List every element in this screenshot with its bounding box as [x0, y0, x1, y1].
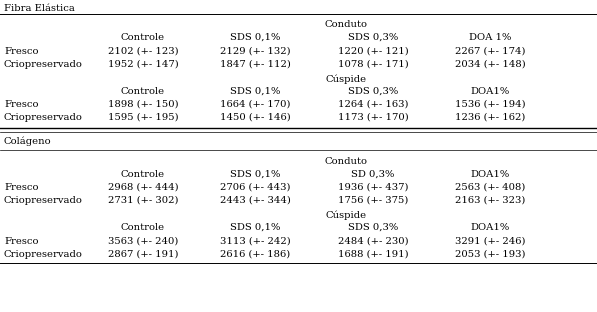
Text: 3113 (+- 242): 3113 (+- 242)	[220, 237, 290, 246]
Text: 2968 (+- 444): 2968 (+- 444)	[107, 183, 179, 192]
Text: Controle: Controle	[121, 223, 165, 232]
Text: 1688 (+- 191): 1688 (+- 191)	[338, 250, 408, 259]
Text: Criopreservado: Criopreservado	[4, 196, 83, 205]
Text: DOA1%: DOA1%	[470, 87, 510, 96]
Text: Colágeno: Colágeno	[4, 137, 51, 147]
Text: Fresco: Fresco	[4, 100, 38, 109]
Text: 1264 (+- 163): 1264 (+- 163)	[338, 100, 408, 109]
Text: Controle: Controle	[121, 87, 165, 96]
Text: Criopreservado: Criopreservado	[4, 60, 83, 69]
Text: SDS 0,3%: SDS 0,3%	[348, 87, 398, 96]
Text: Fibra Elástica: Fibra Elástica	[4, 4, 75, 13]
Text: 1898 (+- 150): 1898 (+- 150)	[107, 100, 179, 109]
Text: 2129 (+- 132): 2129 (+- 132)	[220, 47, 290, 56]
Text: 2484 (+- 230): 2484 (+- 230)	[338, 237, 408, 246]
Text: DOA1%: DOA1%	[470, 170, 510, 179]
Text: 2731 (+- 302): 2731 (+- 302)	[107, 196, 179, 205]
Text: 1952 (+- 147): 1952 (+- 147)	[107, 60, 179, 69]
Text: 1595 (+- 195): 1595 (+- 195)	[107, 113, 179, 122]
Text: 2034 (+- 148): 2034 (+- 148)	[455, 60, 525, 69]
Text: SDS 0,1%: SDS 0,1%	[230, 87, 280, 96]
Text: SD 0,3%: SD 0,3%	[351, 170, 395, 179]
Text: SDS 0,1%: SDS 0,1%	[230, 33, 280, 42]
Text: 1236 (+- 162): 1236 (+- 162)	[455, 113, 525, 122]
Text: 1220 (+- 121): 1220 (+- 121)	[338, 47, 408, 56]
Text: 3291 (+- 246): 3291 (+- 246)	[455, 237, 525, 246]
Text: SDS 0,1%: SDS 0,1%	[230, 170, 280, 179]
Text: Fresco: Fresco	[4, 237, 38, 246]
Text: 1536 (+- 194): 1536 (+- 194)	[455, 100, 525, 109]
Text: 2102 (+- 123): 2102 (+- 123)	[107, 47, 179, 56]
Text: 1664 (+- 170): 1664 (+- 170)	[220, 100, 290, 109]
Text: 1173 (+- 170): 1173 (+- 170)	[338, 113, 408, 122]
Text: 2867 (+- 191): 2867 (+- 191)	[107, 250, 179, 259]
Text: Criopreservado: Criopreservado	[4, 113, 83, 122]
Text: Controle: Controle	[121, 170, 165, 179]
Text: 2163 (+- 323): 2163 (+- 323)	[455, 196, 525, 205]
Text: Cúspide: Cúspide	[326, 210, 367, 220]
Text: 2443 (+- 344): 2443 (+- 344)	[220, 196, 290, 205]
Text: 1756 (+- 375): 1756 (+- 375)	[338, 196, 408, 205]
Text: 2706 (+- 443): 2706 (+- 443)	[220, 183, 290, 192]
Text: 2053 (+- 193): 2053 (+- 193)	[455, 250, 525, 259]
Text: 2616 (+- 186): 2616 (+- 186)	[220, 250, 290, 259]
Text: SDS 0,3%: SDS 0,3%	[348, 33, 398, 42]
Text: 3563 (+- 240): 3563 (+- 240)	[108, 237, 178, 246]
Text: 1078 (+- 171): 1078 (+- 171)	[338, 60, 408, 69]
Text: SDS 0,3%: SDS 0,3%	[348, 223, 398, 232]
Text: Conduto: Conduto	[325, 20, 368, 29]
Text: Fresco: Fresco	[4, 47, 38, 56]
Text: Controle: Controle	[121, 33, 165, 42]
Text: 1847 (+- 112): 1847 (+- 112)	[220, 60, 290, 69]
Text: 1936 (+- 437): 1936 (+- 437)	[338, 183, 408, 192]
Text: Criopreservado: Criopreservado	[4, 250, 83, 259]
Text: 2267 (+- 174): 2267 (+- 174)	[455, 47, 525, 56]
Text: DOA 1%: DOA 1%	[469, 33, 511, 42]
Text: DOA1%: DOA1%	[470, 223, 510, 232]
Text: Cúspide: Cúspide	[326, 74, 367, 84]
Text: SDS 0,1%: SDS 0,1%	[230, 223, 280, 232]
Text: 1450 (+- 146): 1450 (+- 146)	[220, 113, 290, 122]
Text: 2563 (+- 408): 2563 (+- 408)	[455, 183, 525, 192]
Text: Fresco: Fresco	[4, 183, 38, 192]
Text: Conduto: Conduto	[325, 157, 368, 166]
